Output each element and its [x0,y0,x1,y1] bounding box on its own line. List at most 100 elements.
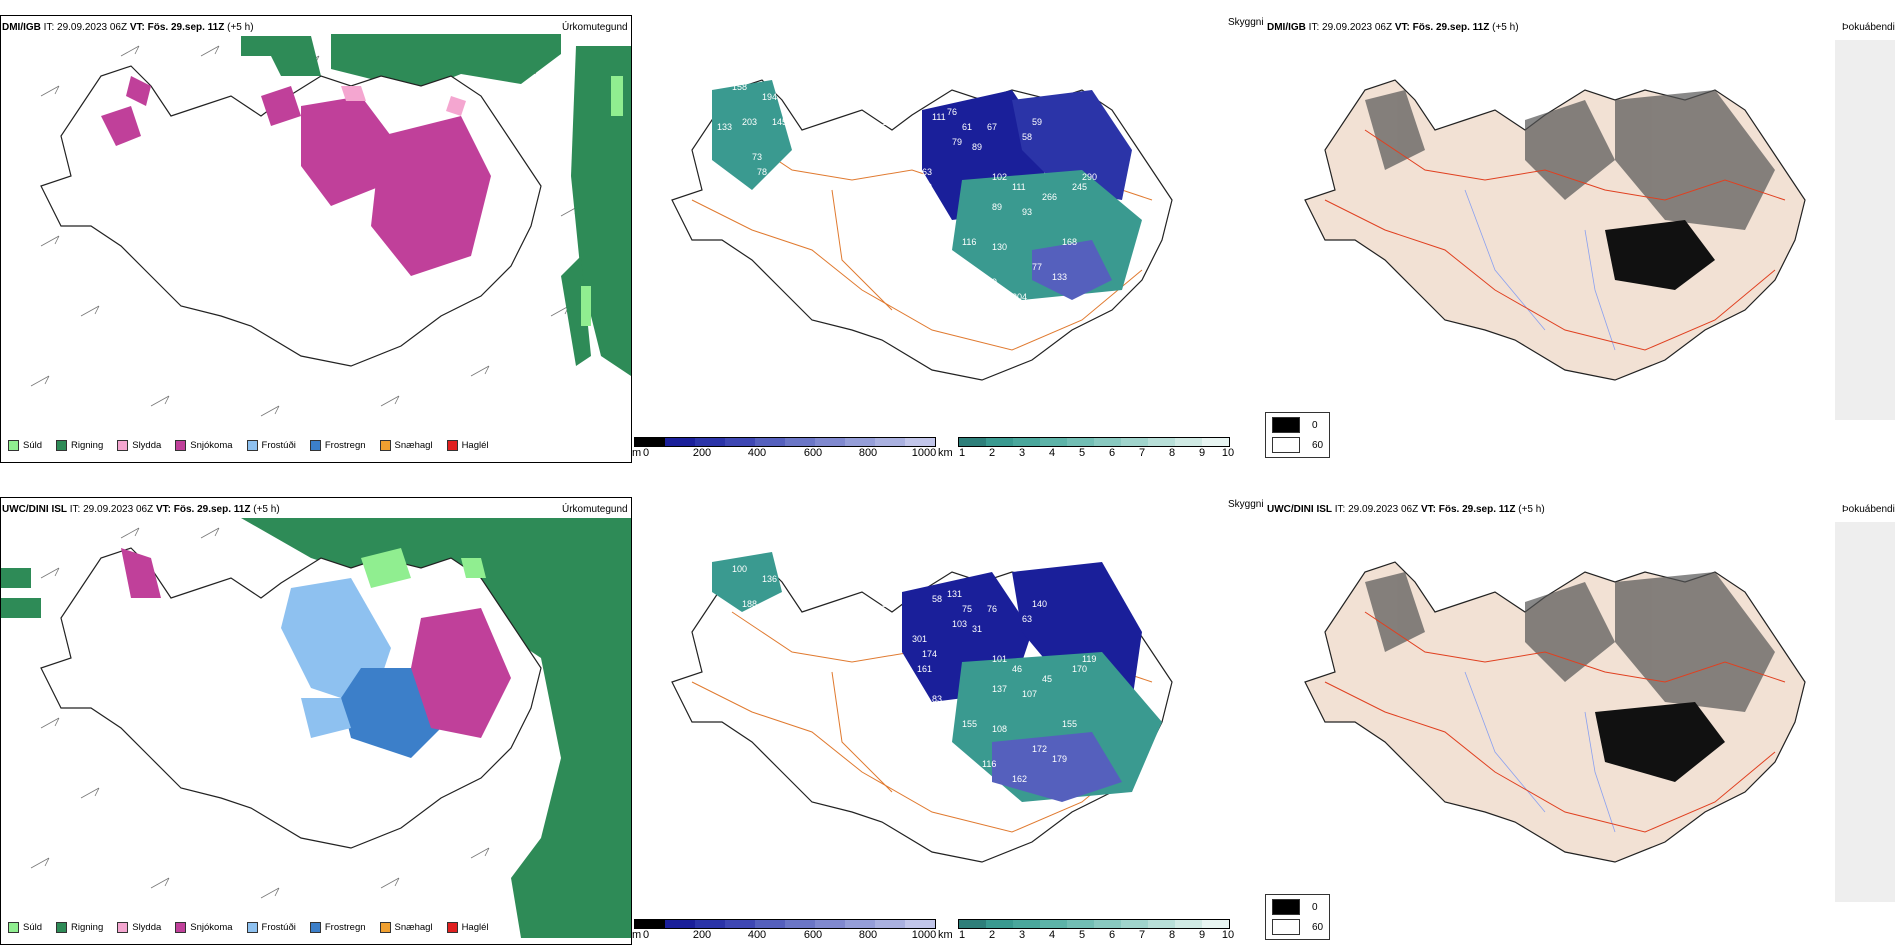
tick-label: 400 [747,929,767,941]
cloud-value-label: 31 [972,624,982,634]
vt-value: Fös. 29.sep. 11Z [147,22,225,33]
cloud-value-label: 59 [1032,117,1042,127]
cloud-value-label: 103 [952,619,967,629]
legend-item: Snjókoma [175,922,233,933]
offset: (+5 h) [253,504,280,515]
precip-map [1,518,631,938]
tick-label: 4 [1048,447,1056,459]
cloud-value-label: 61 [962,122,972,132]
cloud-value-label: 179 [1052,754,1067,764]
fog-title: Þokuábendi [1842,504,1895,515]
ceiling-unit: m [632,447,642,459]
vt-value: Fös. 29.sep. 11Z [173,504,251,515]
legend-item: Rigning [56,440,103,451]
precip-map [30,34,631,417]
cloud-value-label: 160 [882,117,897,127]
ceiling-colorbar: m 0 200 400 600 800 1000 [632,919,936,943]
cloud-title: Skyggni [1228,17,1264,28]
cloud-value-label: 35 [852,137,862,147]
ceiling-colorbar: m 0 200 400 600 800 1000 [632,437,936,461]
cloud-value-label: 149 [982,277,997,287]
tick-label: 2 [988,447,996,459]
precip-header: DMI/IGB IT: 29.09.2023 06Z VT: Fös. 29.s… [2,22,254,33]
cloud-value-label: 232 [902,232,917,242]
cloud-value-label: 46 [1012,664,1022,674]
tick-label: 5 [1078,447,1086,459]
row-dmi: DMI/IGB IT: 29.09.2023 06Z VT: Fös. 29.s… [0,0,1900,470]
cloud-areas [712,80,1142,300]
cloud-value-label: 155 [962,719,977,729]
drizzle-areas [581,76,623,326]
cloud-value-label: 69 [757,649,767,659]
cloud-value-label: 100 [732,564,747,574]
cloud-value-label: 73 [772,599,782,609]
cloud-value-label: 76 [987,604,997,614]
cloud-value-label: 109 [917,182,932,192]
cloud-value-label: 73 [752,152,762,162]
precip-legend: Súld Rigning Slydda Snjókoma Frostúði Fr… [8,440,489,451]
vt-label: VT: [1394,22,1410,33]
legend-item: Súld [8,922,42,933]
tick-label: 600 [803,447,823,459]
cloud-value-label: 161 [917,664,932,674]
cloud-value-label: 172 [1032,744,1047,754]
fog-shading [1365,90,1775,230]
legend-item: Haglél [446,922,489,933]
tick-label: 8 [1168,447,1176,459]
cloud-value-label: 204 [1012,292,1027,302]
fog-shading [1365,572,1775,712]
model-name: DMI/IGB [1267,22,1306,33]
tick-label: 200 [692,447,712,459]
fog-dark-area [1605,220,1715,290]
cloud-value-label: 77 [1032,262,1042,272]
it-label: IT: [43,22,55,33]
snow-areas [101,76,491,276]
tick-label: 8 [1168,929,1176,941]
cloud-value-label: 137 [992,684,1007,694]
cloud-value-label: 140 [1032,599,1047,609]
legend-item: Slydda [117,440,161,451]
cloud-value-label: 111 [932,112,946,122]
legend-item: Frostregn [309,922,366,933]
tick-label: 7 [1138,929,1146,941]
cloud-value-label: 91 [912,152,922,162]
cloud-value-label: 43 [792,222,802,232]
cloud-value-label: 91 [902,714,912,724]
tick-label: 9 [1198,929,1206,941]
tick-label: 200 [692,929,712,941]
snow-areas [121,548,511,738]
cloud-value-label: 89 [972,142,982,152]
road-network [1324,611,1786,833]
legend-item: Frostúði [246,922,296,933]
cloud-value-label: 155 [1062,719,1077,729]
tick-label: 0 [642,447,650,459]
tick-label: 800 [858,929,878,941]
visibility-colorbar: km 1 2 3 4 5 6 7 8 9 10 [938,919,1234,943]
cloud-value-label: 63 [922,167,932,177]
cloud-value-label: 83 [932,694,942,704]
cloud-value-label: 158 [732,82,747,92]
cloud-value-label: 131 [947,589,962,599]
cloud-value-label: 162 [1012,774,1027,784]
rain-areas [1,518,631,938]
tick-label: 0 [642,929,650,941]
fog-title: Þokuábendi [1842,22,1895,33]
river-network [1464,189,1616,351]
cloud-value-label: 233 [932,212,947,222]
river-network [1464,671,1616,833]
cloud-value-label: 133 [1052,272,1067,282]
legend-item: Snæhagl [379,440,433,451]
cloud-value-label: 58 [1022,132,1032,142]
road-network [1324,129,1786,351]
cloud-value-label: 45 [1042,674,1052,684]
tick-label: 6 [1108,929,1116,941]
vt-label: VT: [129,22,145,33]
cloud-value-label: 63 [1022,614,1032,624]
vt-value: Fös. 29.sep. 11Z [1438,504,1516,515]
tick-label: 2 [988,929,996,941]
precip-panel [0,497,632,945]
model-name: UWC/DINI ISL [2,504,67,515]
vt-label: VT: [155,504,171,515]
